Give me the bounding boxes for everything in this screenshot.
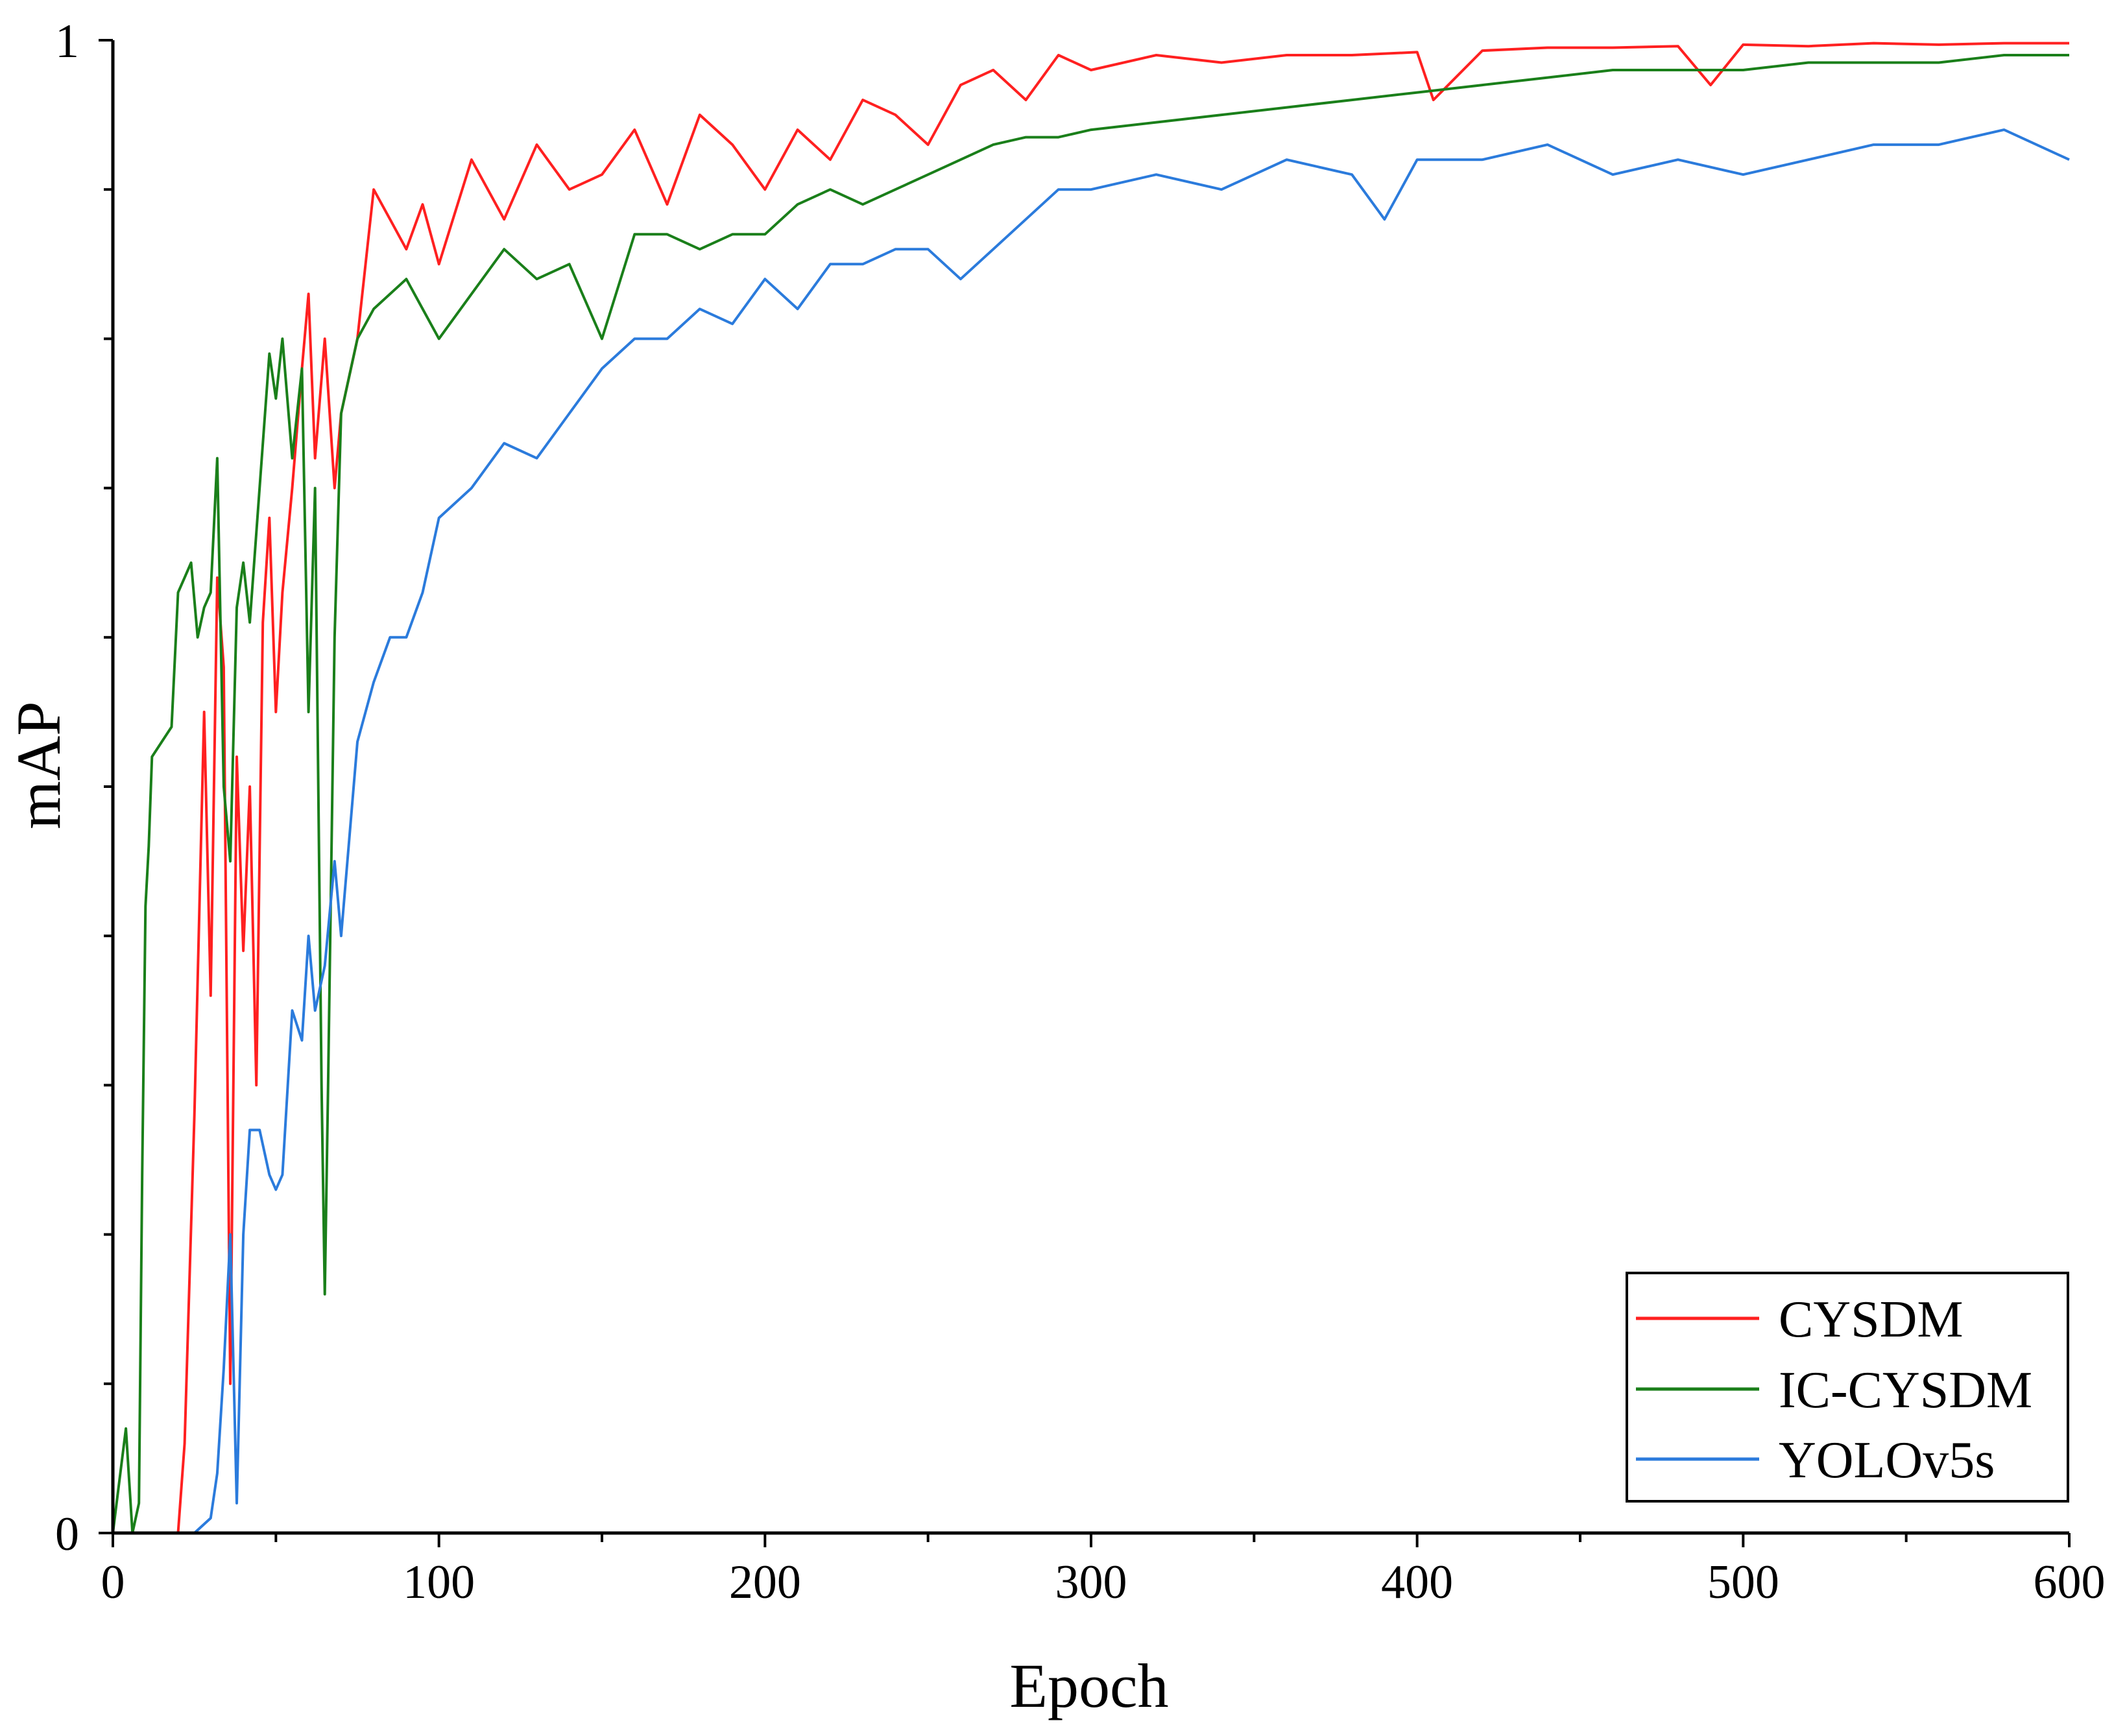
legend-label-yolov5s: YOLOv5s [1779,1432,1995,1489]
legend-item-cysdm: CYSDM [1636,1291,1964,1348]
legend-item-yolov5s: YOLOv5s [1636,1432,1995,1489]
series-line-ic-cysdm [112,54,2069,1534]
x-tick-label: 200 [729,1556,801,1609]
y-tick-label: 0 [55,1508,79,1561]
legend-label-ic-cysdm: IC-CYSDM [1779,1362,2032,1419]
tick-layer: 0 100 200 300 400 500 600 0 1 [55,15,2106,1609]
legend-item-ic-cysdm: IC-CYSDM [1636,1362,2032,1419]
series-line-yolov5s [113,128,2070,1534]
x-tick-label: 400 [1381,1556,1453,1609]
series-line-cysdm [113,42,2069,1534]
x-tick-label: 0 [101,1556,125,1609]
x-tick-label: 300 [1055,1556,1127,1609]
x-tick-label: 500 [1707,1556,1779,1609]
series-layer [112,42,2070,1534]
legend: CYSDM IC-CYSDM YOLOv5s [1626,1272,2069,1503]
legend-frame [1626,1272,2069,1503]
x-tick-label: 100 [403,1556,475,1609]
x-tick-label: 600 [2034,1556,2106,1609]
x-axis-title: Epoch [1009,1651,1168,1720]
y-tick-label: 1 [55,15,79,68]
y-axis-title: mAP [4,701,73,829]
legend-label-cysdm: CYSDM [1779,1291,1964,1348]
